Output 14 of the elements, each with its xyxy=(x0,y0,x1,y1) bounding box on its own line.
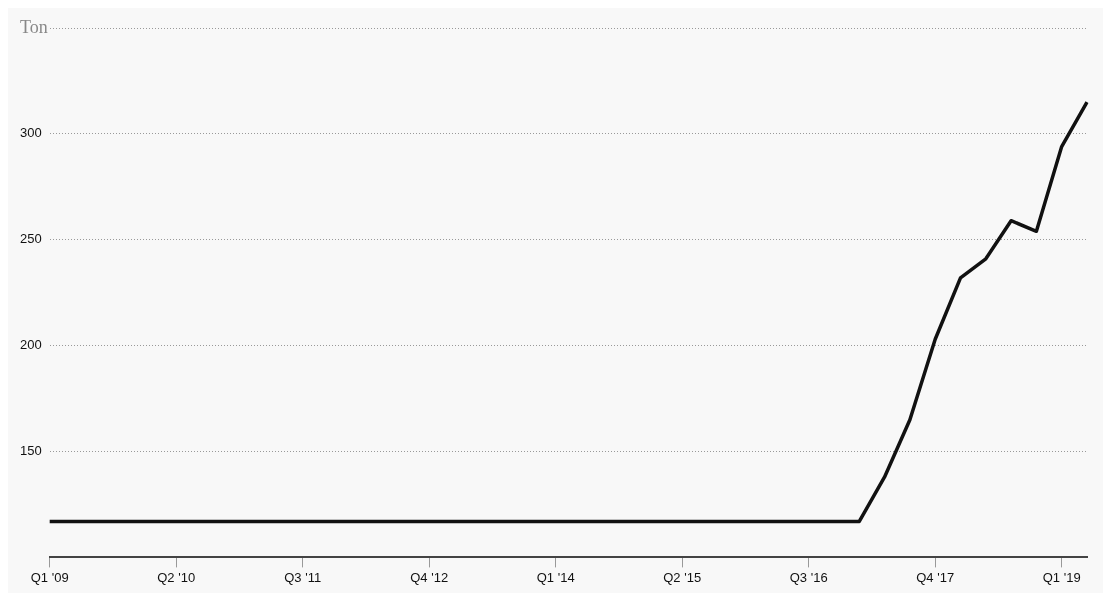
x-tick-label: Q1 '09 xyxy=(30,569,69,585)
x-tick-label: Q1 '14 xyxy=(536,569,575,585)
x-tick-label: Q2 '10 xyxy=(157,569,196,585)
y-axis-title: Ton xyxy=(19,16,48,37)
x-tick-label: Q3 '16 xyxy=(789,569,828,585)
y-tick-label: 150 xyxy=(19,443,42,459)
y-tick-label: 200 xyxy=(19,337,42,353)
x-tick-label: Q4 '17 xyxy=(916,569,955,585)
x-tick-label: Q4 '12 xyxy=(410,569,449,585)
y-tick-label: 250 xyxy=(19,231,42,247)
y-tick-label: 300 xyxy=(19,125,42,141)
x-tick-label: Q2 '15 xyxy=(663,569,702,585)
x-tick-label: Q1 '19 xyxy=(1042,569,1081,585)
x-tick-label: Q3 '11 xyxy=(284,569,322,585)
